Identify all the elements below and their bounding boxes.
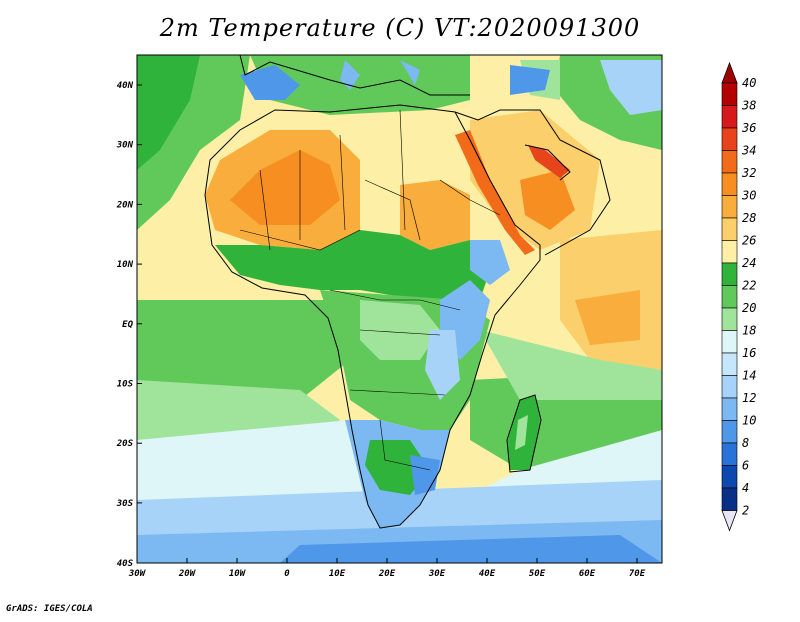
lon-tick-label: 70E bbox=[629, 569, 646, 579]
lon-tick-label: 60E bbox=[579, 569, 596, 579]
colorbar-swatch bbox=[721, 172, 738, 196]
colorbar-swatch bbox=[721, 217, 738, 241]
colorbar-label: 28 bbox=[742, 211, 756, 225]
lat-tick-label: 30N bbox=[116, 141, 134, 151]
temperature-field bbox=[137, 55, 662, 563]
lat-tick-label: 20N bbox=[116, 200, 134, 210]
colorbar-swatch bbox=[721, 352, 738, 376]
lon-tick-label: 0 bbox=[284, 569, 290, 579]
lat-tick-label: 30S bbox=[116, 499, 134, 509]
lon-tick-label: 30W bbox=[128, 569, 147, 579]
lat-tick-label: 40S bbox=[117, 559, 134, 569]
colorbar-label: 2 bbox=[742, 504, 749, 518]
colorbar-swatch bbox=[721, 307, 738, 331]
colorbar-label: 20 bbox=[742, 301, 756, 315]
colorbar-swatch bbox=[721, 285, 738, 309]
lon-tick-label: 50E bbox=[529, 569, 546, 579]
colorbar-label: 6 bbox=[742, 459, 749, 473]
colorbar-label: 10 bbox=[742, 414, 756, 428]
colorbar-swatch bbox=[721, 330, 738, 354]
footer-credit: GrADS: IGES/COLA bbox=[6, 604, 93, 614]
colorbar-label: 18 bbox=[742, 324, 756, 338]
colorbar-swatch bbox=[721, 195, 738, 219]
lon-tick-label: 10E bbox=[329, 569, 346, 579]
colorbar-label: 12 bbox=[742, 391, 756, 405]
lat-tick-label: 10N bbox=[117, 260, 134, 270]
colorbar-swatch bbox=[721, 262, 738, 286]
latitude-axis: 40N 30N 20N 10N EQ 10S 20S 30S 40S bbox=[116, 81, 142, 569]
colorbar-label: 36 bbox=[741, 121, 756, 135]
colorbar-label: 26 bbox=[742, 234, 756, 248]
country-borders bbox=[239, 109, 501, 471]
map-frame bbox=[136, 54, 663, 564]
longitude-axis: 30W 20W 10W 0 10E 20E 30E 40E 50E 60E 70E bbox=[128, 558, 646, 579]
lat-tick-label: 10S bbox=[117, 380, 134, 390]
coastlines bbox=[204, 55, 611, 529]
lat-tick-label: 20S bbox=[116, 439, 134, 449]
colorbar-bottom-arrow bbox=[721, 510, 738, 532]
colorbar-label: 30 bbox=[741, 189, 756, 203]
colorbar-swatch bbox=[721, 420, 738, 444]
colorbar-label: 16 bbox=[742, 346, 756, 360]
lon-tick-label: 20E bbox=[378, 569, 396, 579]
colorbar-label: 14 bbox=[742, 369, 756, 383]
colorbar-label: 22 bbox=[742, 279, 756, 293]
colorbar-swatch bbox=[721, 127, 738, 151]
colorbar-label: 24 bbox=[742, 256, 756, 270]
lon-tick-label: 30E bbox=[428, 569, 446, 579]
colorbar-label: 4 bbox=[742, 481, 749, 495]
colorbar-label: 38 bbox=[741, 99, 756, 113]
colorbar-swatch bbox=[721, 240, 738, 264]
colorbar-label: 40 bbox=[742, 76, 756, 90]
lon-tick-label: 20W bbox=[178, 569, 197, 579]
lon-tick-label: 10W bbox=[229, 569, 247, 579]
colorbar-label: 8 bbox=[742, 436, 749, 450]
colorbar-swatch bbox=[721, 442, 738, 466]
colorbar-swatch bbox=[721, 465, 738, 489]
colorbar-swatch bbox=[721, 150, 738, 174]
colorbar-label: 32 bbox=[741, 166, 756, 180]
colorbar-top-arrow bbox=[721, 61, 738, 84]
colorbar: 40 38 36 34 32 30 28 26 24 22 20 18 16 14 12 10 8 6 4 2 bbox=[721, 61, 756, 532]
colorbar-swatch bbox=[721, 487, 738, 511]
lat-tick-label: EQ bbox=[122, 320, 133, 330]
lat-tick-label: 40N bbox=[117, 81, 134, 91]
colorbar-label: 34 bbox=[741, 144, 756, 158]
chart-title: 2m Temperature (C) VT:2020091300 bbox=[159, 14, 641, 42]
lon-tick-label: 40E bbox=[479, 569, 496, 579]
colorbar-swatch bbox=[721, 82, 738, 106]
colorbar-swatch bbox=[721, 397, 738, 421]
colorbar-swatch bbox=[721, 375, 738, 399]
colorbar-swatch bbox=[721, 105, 738, 129]
